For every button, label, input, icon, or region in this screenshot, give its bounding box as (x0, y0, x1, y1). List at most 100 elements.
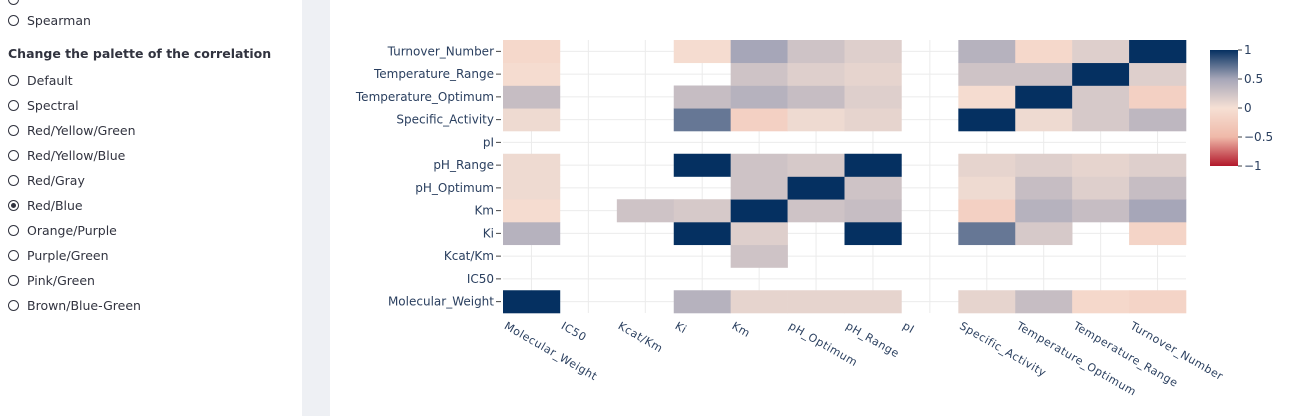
y-tick-label: Turnover_Number (387, 44, 494, 58)
heatmap-cell (1129, 199, 1187, 223)
radio-option[interactable]: Red/Yellow/Green (8, 121, 136, 139)
heatmap-cell (673, 199, 731, 223)
radio-button[interactable] (8, 174, 19, 186)
heatmap-cell (787, 62, 845, 86)
y-tick-label: pI (483, 135, 494, 149)
radio-button[interactable] (8, 299, 19, 311)
colorbar (1210, 50, 1238, 166)
heatmap-cell (673, 85, 731, 109)
heatmap-cell (730, 290, 788, 314)
heatmap-cell (730, 222, 788, 246)
colorbar-tick-label: −0.5 (1244, 130, 1273, 144)
heatmap-cell (958, 62, 1016, 86)
heatmap-cell (730, 85, 788, 109)
sidebar: Spearman Change the palette of the corre… (0, 0, 302, 416)
heatmap-cell (503, 108, 561, 132)
heatmap-cell (1129, 290, 1187, 314)
heatmap-cell (1015, 62, 1073, 86)
heatmap-cell (844, 40, 902, 64)
heatmap-cell (958, 85, 1016, 109)
x-tick-label: Kcat/Km (616, 319, 665, 355)
heatmap-cell (1129, 40, 1187, 64)
option-label: Red/Blue (27, 197, 83, 213)
heatmap-cell (1072, 176, 1130, 200)
option-label: Spectral (27, 97, 79, 113)
heatmap-cell (844, 199, 902, 223)
heatmap-cell (1072, 199, 1130, 223)
radio-button[interactable] (8, 99, 19, 111)
heatmap-cell (1129, 108, 1187, 132)
heatmap-cell (1072, 290, 1130, 314)
heatmap-cell (673, 40, 731, 64)
heatmap-cell (844, 108, 902, 132)
option-label: Red/Yellow/Blue (27, 147, 126, 163)
heatmap-cell (1072, 108, 1130, 132)
heatmap-cell (958, 290, 1016, 314)
y-tick-label: Molecular_Weight (388, 295, 494, 309)
radio-button[interactable] (8, 224, 19, 236)
y-tick-label: Ki (483, 226, 494, 240)
heatmap-cell (1129, 62, 1187, 86)
heatmap-cell (958, 40, 1016, 64)
heatmap-cell (503, 176, 561, 200)
heatmap-cell (844, 62, 902, 86)
radio-button[interactable] (8, 124, 19, 136)
heatmap-cell (730, 40, 788, 64)
radio-option[interactable]: Spearman (8, 11, 91, 29)
colorbar-tick-label: −1 (1244, 159, 1262, 173)
radio-option[interactable] (8, 0, 27, 8)
heatmap-cell (1072, 40, 1130, 64)
radio-option[interactable]: Purple/Green (8, 246, 109, 264)
radio-button[interactable] (8, 74, 19, 86)
colorbar-tick-label: 1 (1244, 43, 1252, 57)
heatmap-cell (1015, 153, 1073, 177)
y-tick-label: Specific_Activity (396, 113, 494, 127)
heatmap-cell (1072, 62, 1130, 86)
radio-option[interactable]: Red/Gray (8, 171, 85, 189)
heatmap-cell (958, 199, 1016, 223)
radio-option[interactable]: Brown/Blue-Green (8, 296, 141, 314)
radio-button[interactable] (8, 249, 19, 261)
y-tick-label: pH_Optimum (415, 181, 494, 195)
heatmap-cell (730, 62, 788, 86)
radio-button[interactable] (8, 274, 19, 286)
radio-button[interactable] (8, 149, 19, 161)
x-tick-label: Km (730, 319, 753, 340)
option-label: Spearman (27, 12, 91, 28)
heatmap-cell (787, 290, 845, 314)
x-tick-label: Molecular_Weight (502, 319, 600, 383)
heatmap-cell (503, 62, 561, 86)
heatmap-cell (1015, 176, 1073, 200)
y-tick-label: Temperature_Optimum (355, 90, 494, 104)
heatmap-cell (844, 290, 902, 314)
radio-option[interactable]: Orange/Purple (8, 221, 117, 239)
radio-option[interactable]: Red/Yellow/Blue (8, 146, 125, 164)
colorbar-tick-label: 0.5 (1244, 72, 1263, 86)
heatmap-cell (730, 153, 788, 177)
radio-option[interactable]: Red/Blue (8, 196, 83, 214)
heatmap-cell (844, 176, 902, 200)
heatmap-cell (1015, 85, 1073, 109)
radio-option[interactable]: Default (8, 71, 73, 89)
option-label: Red/Yellow/Green (27, 122, 136, 138)
option-label: Pink/Green (27, 272, 95, 288)
heatmap-cell (787, 85, 845, 109)
heatmap-cell (787, 40, 845, 64)
radio-option[interactable]: Pink/Green (8, 271, 95, 289)
option-label: Orange/Purple (27, 222, 117, 238)
heatmap-cell (1015, 199, 1073, 223)
heatmap-cell (730, 108, 788, 132)
heatmap-cell (958, 108, 1016, 132)
heatmap-cell (787, 176, 845, 200)
y-tick-label: Temperature_Range (373, 67, 494, 81)
section-heading: Change the palette of the correlation (8, 46, 272, 61)
heatmap-cell (1129, 153, 1187, 177)
heatmap-cell (503, 40, 561, 64)
radio-option[interactable]: Spectral (8, 96, 79, 114)
option-label: Red/Gray (27, 172, 85, 188)
heatmap-cell (1129, 85, 1187, 109)
heatmap-cell (616, 199, 675, 223)
divider (302, 0, 330, 416)
radio-button[interactable] (8, 199, 19, 211)
